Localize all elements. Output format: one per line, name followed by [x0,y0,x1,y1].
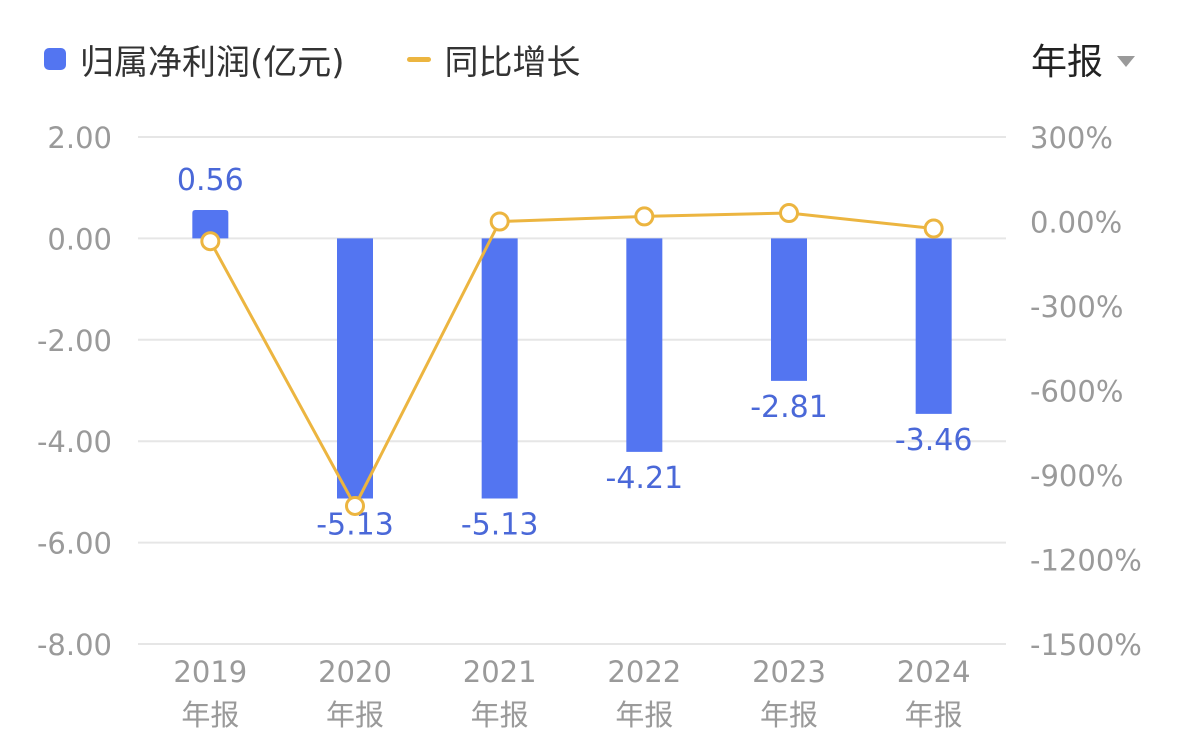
bar [626,238,663,452]
y-left-tick-label: 2.00 [47,121,112,155]
legend-label-net-profit: 归属净利润(亿元) [80,42,345,83]
x-tick-label: 2020 [318,655,392,689]
yoy-growth-point [779,203,799,224]
x-tick-label: 2024 [897,655,971,689]
y-left-tick-label: -6.00 [37,527,112,561]
x-tick-sublabel: 年报 [615,698,673,732]
y-left-tick-label: 0.00 [47,222,112,256]
y-left-tick-label: -2.00 [37,324,112,358]
chart-legend: 归属净利润(亿元) 同比增长 [44,34,643,84]
x-tick-label: 2023 [752,655,826,689]
bar [192,210,229,239]
legend-item-yoy-growth[interactable]: 同比增长 [406,35,581,84]
yoy-growth-line [209,211,934,510]
y-right-tick-label: -300% [1030,290,1123,324]
bar [481,238,518,499]
x-tick-label: 2022 [607,655,681,689]
x-tick-sublabel: 年报 [181,698,239,732]
x-tick-sublabel: 年报 [471,698,529,732]
x-tick-sublabel: 年报 [326,698,384,732]
bar [337,238,373,499]
legend-label-yoy-growth: 同比增长 [444,42,581,83]
x-tick-label: 2021 [463,655,537,689]
yoy-growth-point [489,211,510,232]
x-tick-label: 2019 [173,655,247,689]
bar-value-label: -4.21 [606,461,684,496]
bar-value-label: -5.13 [461,507,539,542]
yoy-growth-point [200,231,221,252]
y-right-tick-label: -900% [1030,459,1123,493]
yoy-growth-point [345,495,365,516]
y-right-tick-label: 0.00% [1030,206,1122,240]
y-right-tick-label: -600% [1030,375,1123,409]
period-selector[interactable]: 年报 [1031,34,1135,84]
chevron-down-icon [1117,55,1135,67]
bar [771,238,807,381]
y-left-tick-label: -8.00 [37,628,112,662]
x-tick-sublabel: 年报 [905,698,963,732]
y-left-tick-label: -4.00 [37,425,112,459]
y-right-tick-label: -1200% [1030,544,1142,578]
bar-value-label: -3.46 [895,423,973,458]
yoy-growth-point [634,206,655,227]
y-right-tick-label: -1500% [1030,628,1142,662]
y-right-tick-label: 300% [1030,121,1113,155]
x-tick-sublabel: 年报 [760,698,818,732]
legend-item-net-profit[interactable]: 归属净利润(亿元) [44,35,345,84]
bar [915,238,952,414]
period-selector-label: 年报 [1030,42,1103,83]
yoy-growth-point [923,218,944,239]
net-profit-swatch [44,48,66,70]
bar-value-label: 0.56 [177,163,244,198]
yoy-growth-swatch [406,56,431,62]
bar-value-label: -2.81 [750,390,828,425]
